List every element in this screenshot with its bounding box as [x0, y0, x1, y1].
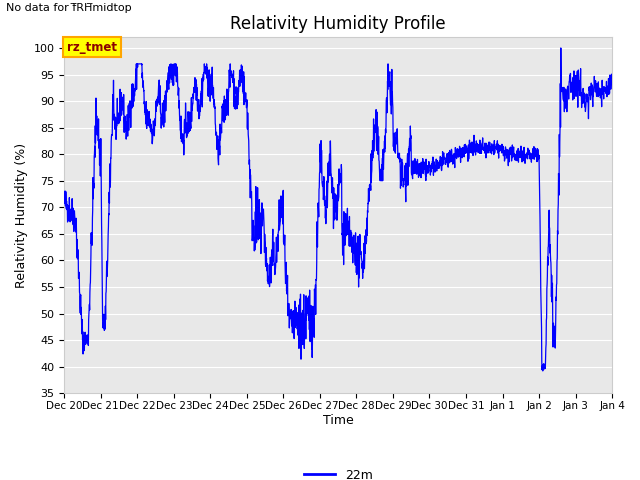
Text: No data for f̅RH̅midtop: No data for f̅RH̅midtop — [6, 3, 132, 13]
Text: rz_tmet: rz_tmet — [67, 41, 117, 54]
Legend: 22m: 22m — [299, 464, 378, 480]
X-axis label: Time: Time — [323, 414, 353, 427]
Y-axis label: Relativity Humidity (%): Relativity Humidity (%) — [15, 143, 28, 288]
Title: Relativity Humidity Profile: Relativity Humidity Profile — [230, 15, 446, 33]
